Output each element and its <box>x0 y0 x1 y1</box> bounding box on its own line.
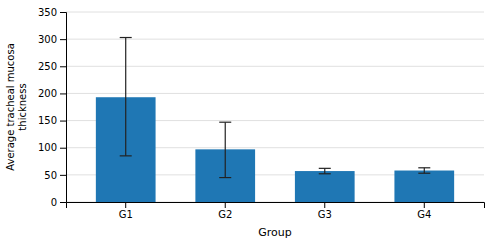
grid-line <box>66 93 484 94</box>
plot-area: G1 G2 G3 G4 0 50 100 150 200 250 300 350 <box>38 7 485 220</box>
error-bar <box>319 168 331 173</box>
y-tick-label: 50 <box>44 170 57 181</box>
x-axis-title: Group <box>258 226 292 239</box>
error-bar-line <box>424 168 425 173</box>
y-tick: 50 <box>44 170 66 181</box>
x-tick-label: G4 <box>417 209 431 220</box>
chart-svg: G1 G2 G3 G4 0 50 100 150 200 250 300 350 Group Averag… <box>0 0 500 242</box>
error-bar-cap-upper <box>219 122 231 123</box>
error-bar-line <box>324 168 325 173</box>
x-tick-mark <box>225 202 226 208</box>
y-tick-label: 100 <box>38 142 57 153</box>
y-tick-mark <box>60 148 66 149</box>
error-bar <box>418 168 430 173</box>
x-tick: G3 <box>318 202 332 220</box>
x-tick: G4 <box>417 202 431 220</box>
bar <box>394 171 454 202</box>
y-tick: 0 <box>51 197 66 208</box>
y-tick: 250 <box>38 61 66 72</box>
error-bar <box>120 38 132 156</box>
y-tick: 100 <box>38 142 66 153</box>
y-tick-label: 150 <box>38 115 57 126</box>
y-tick-label: 300 <box>38 34 57 45</box>
y-tick: 200 <box>38 88 66 99</box>
y-tick-mark <box>60 12 66 13</box>
error-bar-cap-lower <box>120 155 132 156</box>
x-tick-mark <box>324 202 325 208</box>
bar <box>295 171 355 202</box>
error-bar-cap-lower <box>219 177 231 178</box>
y-axis: 0 50 100 150 200 250 300 350 <box>38 7 67 208</box>
error-bar-line <box>225 122 226 177</box>
error-bar-cap-lower <box>319 173 331 174</box>
y-axis-title-line: thickness <box>17 83 28 130</box>
y-tick-mark <box>60 202 66 203</box>
grid-line <box>66 39 484 40</box>
y-tick-label: 350 <box>38 7 57 18</box>
y-tick-mark <box>60 175 66 176</box>
y-tick-mark <box>60 93 66 94</box>
error-bar-cap-upper <box>120 37 132 38</box>
x-axis: G1 G2 G3 G4 <box>67 202 485 220</box>
y-axis-title: Average tracheal mucosathickness <box>5 43 28 171</box>
error-bar-cap-lower <box>418 173 430 174</box>
y-tick-label: 200 <box>38 88 57 99</box>
x-tick-mark <box>424 202 425 208</box>
error-bar-cap-upper <box>418 167 430 168</box>
x-tick-label: G3 <box>318 209 332 220</box>
y-axis-line <box>60 13 67 203</box>
x-axis-line <box>67 203 485 209</box>
grid-line <box>66 66 484 67</box>
grid-line <box>66 12 484 13</box>
y-tick-label: 0 <box>51 197 57 208</box>
marks <box>96 38 454 202</box>
y-tick-mark <box>60 39 66 40</box>
x-tick-label: G2 <box>218 209 232 220</box>
y-tick: 300 <box>38 34 66 45</box>
y-tick-mark <box>60 66 66 67</box>
y-axis-title-line: Average tracheal mucosa <box>5 43 16 171</box>
x-tick: G2 <box>218 202 232 220</box>
error-bar-line <box>125 38 126 156</box>
x-tick: G1 <box>119 202 133 220</box>
y-tick: 350 <box>38 7 66 18</box>
x-tick-label: G1 <box>119 209 133 220</box>
x-tick-mark <box>125 202 126 208</box>
y-tick: 150 <box>38 115 66 126</box>
y-tick-mark <box>60 121 66 122</box>
error-bar <box>219 122 231 177</box>
grid <box>66 12 484 202</box>
y-tick-label: 250 <box>38 61 57 72</box>
error-bar-cap-upper <box>319 168 331 169</box>
